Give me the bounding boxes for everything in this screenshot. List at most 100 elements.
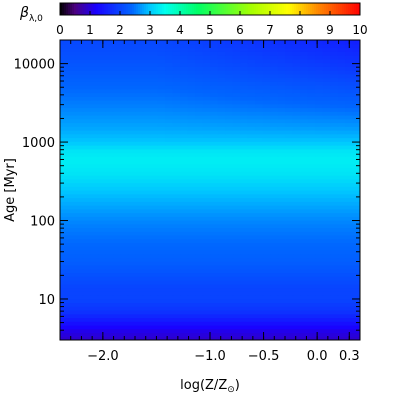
heatmap-cell (172, 280, 181, 285)
heatmap-cell (150, 178, 159, 184)
heatmap-cell (75, 306, 84, 311)
heatmap-cell (202, 55, 211, 60)
heatmap-cell (150, 216, 159, 221)
heatmap-cell (195, 152, 204, 157)
heatmap-cell (157, 43, 166, 49)
heatmap-cell (60, 280, 69, 285)
heatmap-cell (142, 148, 151, 154)
heatmap-cell (120, 47, 129, 52)
heatmap-cell (127, 227, 136, 232)
heatmap-cell (277, 227, 286, 232)
heatmap-cell (255, 92, 264, 97)
heatmap-cell (195, 242, 204, 247)
heatmap-cell (322, 268, 331, 274)
heatmap-cell (60, 96, 69, 101)
heatmap-cell (337, 317, 346, 322)
heatmap-cell (97, 141, 106, 146)
heatmap-cell (135, 163, 144, 169)
heatmap-cell (352, 133, 360, 139)
heatmap-cell (60, 201, 69, 206)
heatmap-cell (82, 190, 91, 195)
heatmap-cell (217, 272, 226, 277)
y-axis-ticks (60, 39, 360, 341)
heatmap-cell (90, 220, 99, 225)
heatmap-cell (322, 220, 331, 225)
heatmap-cell (187, 186, 196, 191)
heatmap-cell (210, 336, 219, 340)
heatmap-cell (142, 115, 151, 120)
heatmap-cell (330, 321, 339, 326)
colorbar-segment (68, 3, 71, 15)
heatmap-cell (75, 298, 84, 304)
heatmap-cell (97, 163, 106, 169)
heatmap-cell (292, 96, 301, 101)
heatmap-cell (105, 163, 114, 169)
heatmap-cell (210, 287, 219, 292)
heatmap-cell (172, 317, 181, 322)
heatmap-cell (300, 336, 309, 340)
heatmap-cell (262, 167, 271, 172)
heatmap-cell (202, 43, 211, 49)
heatmap-cell (112, 51, 121, 56)
heatmap-cell (292, 272, 301, 277)
heatmap-cell (82, 325, 91, 330)
heatmap-cell (82, 73, 91, 79)
heatmap-cell (105, 193, 114, 199)
heatmap-cell (307, 152, 316, 157)
heatmap-cell (90, 276, 99, 281)
heatmap-cell (90, 126, 99, 131)
heatmap-cell (165, 186, 174, 191)
heatmap-cell (270, 51, 279, 56)
heatmap-cell (187, 182, 196, 187)
heatmap-cell (315, 197, 324, 202)
heatmap-cell (322, 250, 331, 255)
heatmap-cell (172, 141, 181, 146)
heatmap-cell (112, 242, 121, 247)
heatmap-cell (67, 227, 76, 232)
heatmap-cell (240, 130, 249, 135)
heatmap-cell (172, 167, 181, 172)
heatmap-cell (120, 310, 129, 315)
heatmap-cell (330, 283, 339, 289)
heatmap-cell (330, 58, 339, 64)
heatmap-cell (352, 216, 360, 221)
colorbar-tick-label: 3 (146, 23, 154, 37)
colorbar-segment (128, 3, 131, 15)
heatmap-cell (82, 40, 91, 45)
heatmap-cell (345, 167, 354, 172)
heatmap-cell (337, 137, 346, 142)
heatmap-cell (120, 182, 129, 187)
heatmap-cell (195, 216, 204, 221)
heatmap-cell (90, 186, 99, 191)
heatmap-cell (105, 137, 114, 142)
heatmap-cell (210, 62, 219, 67)
heatmap-cell (75, 107, 84, 112)
heatmap-cell (270, 115, 279, 120)
heatmap-cell (337, 272, 346, 277)
heatmap-cell (82, 283, 91, 289)
heatmap-cell (337, 298, 346, 304)
heatmap-cell (150, 66, 159, 71)
heatmap-cell (202, 220, 211, 225)
heatmap-cell (97, 336, 106, 340)
heatmap-cell (127, 306, 136, 311)
heatmap-cell (352, 96, 360, 101)
heatmap-cell (225, 328, 234, 334)
heatmap-cell (150, 152, 159, 157)
heatmap-cell (330, 287, 339, 292)
heatmap-cell (202, 118, 211, 124)
heatmap-cell (120, 325, 129, 330)
heatmap-cell (180, 242, 189, 247)
heatmap-cell (150, 201, 159, 206)
heatmap-cell (352, 272, 360, 277)
heatmap-cell (292, 313, 301, 319)
heatmap-cell (90, 246, 99, 251)
heatmap-cell (135, 332, 144, 337)
heatmap-cell (225, 111, 234, 116)
heatmap-cell (90, 43, 99, 49)
heatmap-cell (135, 283, 144, 289)
heatmap-cell (75, 152, 84, 157)
heatmap-cell (82, 223, 91, 229)
heatmap-cell (97, 107, 106, 112)
heatmap-cell (142, 58, 151, 64)
